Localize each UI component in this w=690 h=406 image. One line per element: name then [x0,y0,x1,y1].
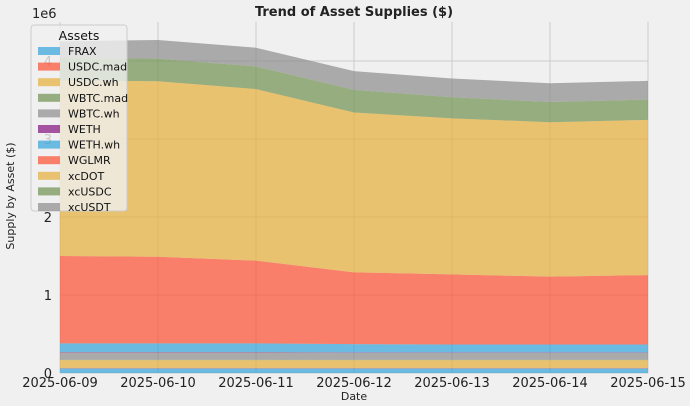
area-xcusdt [60,39,648,102]
legend-swatch-xcusdt [38,203,60,211]
x-axis-label: Date [341,390,368,403]
y-tick-label: 0 [44,367,52,382]
legend-swatch-wglmr [38,156,60,165]
legend-label-xcusdt: xcUSDT [68,201,111,214]
tick-labels: 012342025-06-092025-06-102025-06-112025-… [22,55,686,391]
y-offset-label: 1e6 [32,7,57,22]
area-xcusdc [60,57,648,123]
x-tick-label: 2025-06-13 [414,376,490,391]
y-axis-label: Supply by Asset ($) [4,142,17,249]
area-xcdot [60,80,648,277]
area-wglmr [60,256,648,345]
legend-swatch-usdc-mad [38,62,60,71]
area-series [60,39,648,373]
legend-swatch-wbtc-wh [38,109,60,118]
chart-title: Trend of Asset Supplies ($) [255,5,453,20]
legend-label-wglmr: WGLMR [68,154,111,167]
x-tick-label: 2025-06-15 [610,376,686,391]
y-tick-label: 2 [44,211,52,226]
legend-swatch-usdc-wh [38,78,60,87]
legend-label-xcusdc: xcUSDC [68,185,112,198]
legend-label-wbtc-wh: WBTC.wh [68,107,120,120]
legend-title: Assets [59,28,100,43]
y-tick-label: 1 [44,289,52,304]
legend-swatch-wbtc-mad [38,93,60,102]
legend-box [30,24,128,212]
x-tick-label: 2025-06-10 [120,376,196,391]
area-weth [60,351,648,353]
x-tick-label: 2025-06-14 [512,376,588,391]
legend-swatch-weth [38,125,60,133]
legend-label-weth: WETH [68,123,101,136]
legend-label-frax: FRAX [68,45,97,58]
area-weth-wh [60,343,648,353]
legend-label-usdc-wh: USDC.wh [68,76,119,89]
x-tick-label: 2025-06-09 [22,376,98,391]
x-tick-label: 2025-06-12 [316,376,392,391]
legend-swatch-weth-wh [38,140,60,149]
legend-label-weth-wh: WETH.wh [68,139,120,152]
area-usdc-wh [60,360,648,368]
area-frax [60,368,648,373]
area-wbtc-wh [60,352,648,360]
x-tick-label: 2025-06-11 [218,376,294,391]
legend-label-wbtc-mad: WBTC.mad [68,92,128,105]
legend-label-xcdot: xcDOT [68,170,104,183]
legend-swatch-xcdot [38,171,60,180]
legend-label-usdc-mad: USDC.mad [68,61,127,74]
legend: Assets FRAX USDC.mad USDC.wh WBTC.mad WBTC.w… [30,24,128,214]
legend-swatch-xcusdc [38,187,60,196]
legend-swatch-frax [38,47,60,55]
